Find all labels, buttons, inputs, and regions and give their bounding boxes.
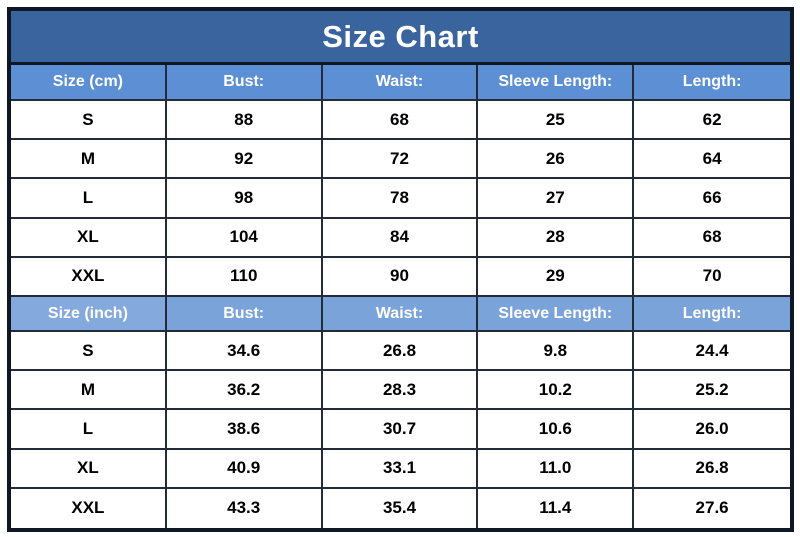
value-cell: 35.4 <box>322 488 479 528</box>
value-cell: 26 <box>478 140 635 180</box>
header-cell-size-inch: Size (inch) <box>11 297 167 332</box>
header-cell-size-cm: Size (cm) <box>11 65 167 101</box>
size-cell: M <box>11 140 167 180</box>
header-cell-waist-cm: Waist: <box>322 65 479 101</box>
value-cell: 68 <box>634 218 790 258</box>
value-cell: 26.0 <box>634 410 790 450</box>
size-cell: XXL <box>11 257 167 297</box>
size-cell: XL <box>11 218 167 258</box>
header-cell-length-cm: Length: <box>634 65 790 101</box>
header-cell-sleeve-inch: Sleeve Length: <box>478 297 635 332</box>
size-cell: S <box>11 332 167 372</box>
value-cell: 110 <box>166 257 323 297</box>
size-cell: M <box>11 371 167 411</box>
chart-title: Size Chart <box>11 11 790 65</box>
value-cell: 27 <box>478 179 635 219</box>
value-cell: 26.8 <box>322 332 479 372</box>
value-cell: 25 <box>478 101 635 141</box>
header-cell-bust-cm: Bust: <box>166 65 323 101</box>
value-cell: 10.6 <box>478 410 635 450</box>
value-cell: 72 <box>322 140 479 180</box>
value-cell: 26.8 <box>634 449 790 489</box>
size-cell: L <box>11 410 167 450</box>
value-cell: 40.9 <box>166 449 323 489</box>
value-cell: 88 <box>166 101 323 141</box>
size-table: Size (cm) Bust: Waist: Sleeve Length: Le… <box>11 65 790 528</box>
size-cell: L <box>11 179 167 219</box>
value-cell: 30.7 <box>322 410 479 450</box>
value-cell: 62 <box>634 101 790 141</box>
value-cell: 98 <box>166 179 323 219</box>
value-cell: 66 <box>634 179 790 219</box>
value-cell: 68 <box>322 101 479 141</box>
value-cell: 33.1 <box>322 449 479 489</box>
value-cell: 11.4 <box>478 488 635 528</box>
value-cell: 78 <box>322 179 479 219</box>
value-cell: 36.2 <box>166 371 323 411</box>
value-cell: 25.2 <box>634 371 790 411</box>
size-cell: XXL <box>11 488 167 528</box>
value-cell: 43.3 <box>166 488 323 528</box>
value-cell: 28 <box>478 218 635 258</box>
value-cell: 10.2 <box>478 371 635 411</box>
value-cell: 28.3 <box>322 371 479 411</box>
value-cell: 24.4 <box>634 332 790 372</box>
value-cell: 38.6 <box>166 410 323 450</box>
value-cell: 64 <box>634 140 790 180</box>
value-cell: 9.8 <box>478 332 635 372</box>
header-cell-length-inch: Length: <box>634 297 790 332</box>
value-cell: 90 <box>322 257 479 297</box>
value-cell: 84 <box>322 218 479 258</box>
value-cell: 11.0 <box>478 449 635 489</box>
header-cell-sleeve-cm: Sleeve Length: <box>478 65 635 101</box>
value-cell: 70 <box>634 257 790 297</box>
value-cell: 27.6 <box>634 488 790 528</box>
size-cell: S <box>11 101 167 141</box>
value-cell: 92 <box>166 140 323 180</box>
size-cell: XL <box>11 449 167 489</box>
value-cell: 29 <box>478 257 635 297</box>
value-cell: 34.6 <box>166 332 323 372</box>
value-cell: 104 <box>166 218 323 258</box>
header-cell-bust-inch: Bust: <box>166 297 323 332</box>
size-chart: Size Chart Size (cm) Bust: Waist: Sleeve… <box>7 7 794 532</box>
header-cell-waist-inch: Waist: <box>322 297 479 332</box>
